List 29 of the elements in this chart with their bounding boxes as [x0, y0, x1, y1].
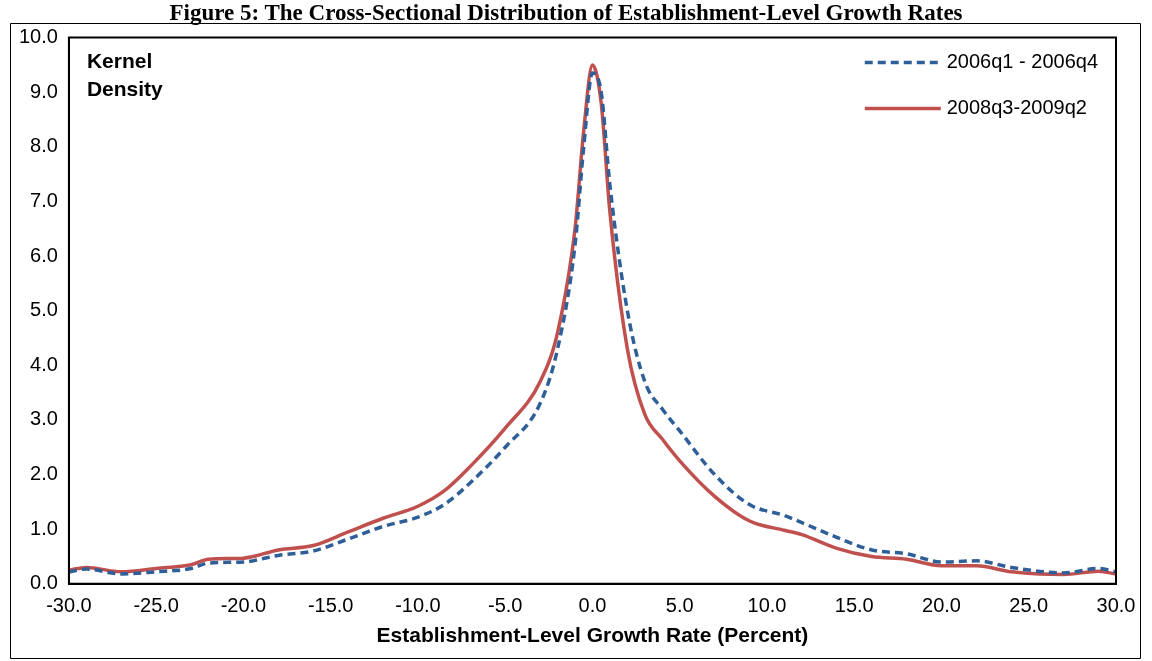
legend-label: 2008q3-2009q2	[946, 96, 1087, 119]
y-axis-title: Kernel Density	[86, 48, 164, 100]
y-tick-label: 10.0	[18, 25, 58, 48]
y-tick-label: 6.0	[30, 243, 58, 266]
y-tick-label: 5.0	[30, 298, 58, 321]
x-tick-label: 30.0	[1096, 594, 1136, 617]
x-axis-title: Establishment-Level Growth Rate (Percent)	[376, 623, 809, 647]
y-tick-label: 0.0	[30, 571, 58, 594]
x-tick-label: 5.0	[665, 594, 694, 617]
x-tick-label: -15.0	[307, 594, 354, 617]
chart-title: Figure 5: The Cross-Sectional Distribution of Establishment-Level Growth Rates	[169, 0, 963, 25]
y-tick-label: 7.0	[30, 188, 58, 211]
y-tick-label: 1.0	[30, 516, 58, 539]
legend-label: 2006q1 - 2006q4	[946, 50, 1098, 73]
y-tick-label: 3.0	[30, 407, 58, 430]
y-tick-label: 2.0	[30, 462, 58, 485]
x-tick-label: 10.0	[747, 594, 787, 617]
x-tick-label: -30.0	[46, 594, 92, 617]
x-tick-label: 0.0	[578, 594, 607, 617]
x-tick-label: -25.0	[133, 594, 179, 617]
x-tick-label: 15.0	[834, 594, 874, 617]
x-tick-label: -5.0	[487, 594, 523, 617]
x-tick-label: 20.0	[922, 594, 961, 617]
x-tick-label: -10.0	[395, 594, 441, 617]
y-tick-label: 8.0	[30, 134, 58, 157]
x-tick-label: 25.0	[1009, 594, 1049, 617]
y-tick-label: 4.0	[30, 352, 58, 375]
y-tick-label: 9.0	[30, 79, 58, 102]
x-tick-label: -20.0	[220, 594, 267, 617]
